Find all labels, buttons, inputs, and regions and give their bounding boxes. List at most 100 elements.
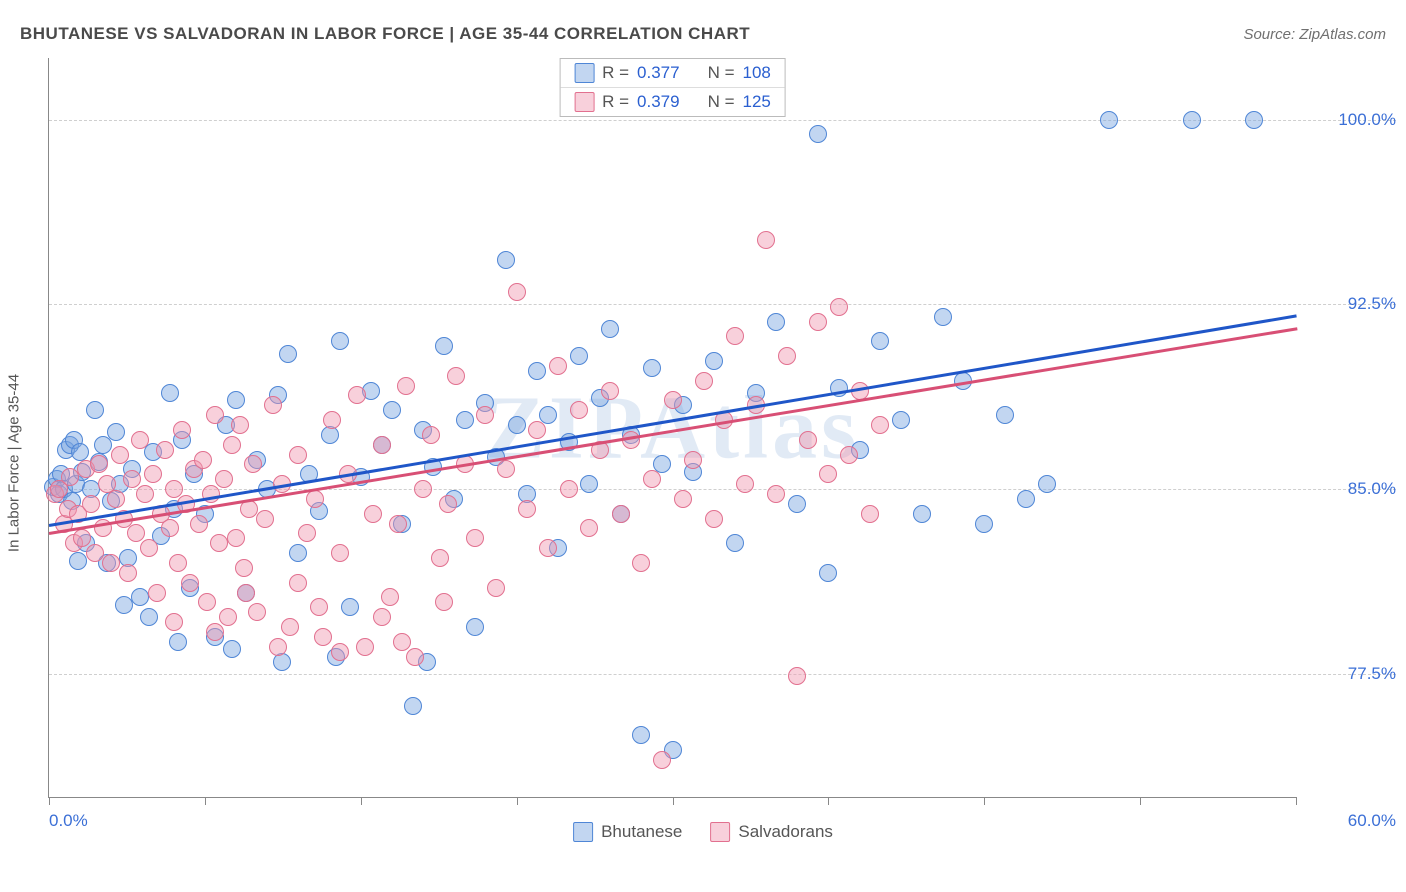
scatter-point — [235, 559, 253, 577]
scatter-point — [406, 648, 424, 666]
header: BHUTANESE VS SALVADORAN IN LABOR FORCE |… — [0, 0, 1406, 58]
scatter-point — [323, 411, 341, 429]
n-label: N = — [708, 92, 735, 112]
scatter-point — [476, 406, 494, 424]
scatter-point — [705, 510, 723, 528]
scatter-point — [279, 345, 297, 363]
x-tick — [673, 797, 674, 805]
scatter-point — [148, 584, 166, 602]
y-tick-label: 85.0% — [1306, 479, 1396, 499]
scatter-point — [1100, 111, 1118, 129]
scatter-point — [198, 593, 216, 611]
scatter-point — [310, 598, 328, 616]
scatter-point — [518, 500, 536, 518]
scatter-point — [206, 623, 224, 641]
gridline-h — [49, 304, 1396, 305]
scatter-point — [778, 347, 796, 365]
scatter-point — [248, 603, 266, 621]
scatter-point — [331, 332, 349, 350]
scatter-point — [601, 382, 619, 400]
scatter-point — [165, 613, 183, 631]
scatter-point — [439, 495, 457, 513]
scatter-point — [331, 643, 349, 661]
scatter-point — [298, 524, 316, 542]
scatter-point — [373, 608, 391, 626]
scatter-point — [190, 515, 208, 533]
scatter-point — [632, 726, 650, 744]
chart-area: In Labor Force | Age 35-44 ZIPAtlas R =0… — [0, 58, 1406, 868]
scatter-point — [206, 406, 224, 424]
scatter-point — [487, 579, 505, 597]
scatter-point — [466, 529, 484, 547]
scatter-point — [871, 332, 889, 350]
scatter-point — [819, 465, 837, 483]
series-legend: Bhutanese Salvadorans — [573, 822, 833, 842]
scatter-point — [726, 327, 744, 345]
scatter-point — [389, 515, 407, 533]
legend-label: Bhutanese — [601, 822, 682, 842]
legend-label: Salvadorans — [738, 822, 833, 842]
n-value: 125 — [743, 92, 771, 112]
scatter-point — [373, 436, 391, 454]
scatter-point — [643, 359, 661, 377]
scatter-point — [726, 534, 744, 552]
scatter-point — [422, 426, 440, 444]
correlation-legend: R =0.377N =108R =0.379N =125 — [559, 58, 786, 117]
scatter-point — [466, 618, 484, 636]
source-label: Source: ZipAtlas.com — [1243, 26, 1386, 43]
scatter-point — [736, 475, 754, 493]
r-value: 0.379 — [637, 92, 680, 112]
scatter-point — [767, 313, 785, 331]
scatter-point — [115, 596, 133, 614]
scatter-point — [281, 618, 299, 636]
scatter-point — [331, 544, 349, 562]
scatter-point — [144, 465, 162, 483]
scatter-point — [244, 455, 262, 473]
scatter-point — [215, 470, 233, 488]
scatter-point — [140, 608, 158, 626]
scatter-point — [528, 421, 546, 439]
scatter-point — [975, 515, 993, 533]
scatter-point — [871, 416, 889, 434]
scatter-point — [404, 697, 422, 715]
scatter-point — [799, 431, 817, 449]
scatter-point — [194, 451, 212, 469]
scatter-point — [156, 441, 174, 459]
legend-row: R = 0.379 N = 125 — [560, 87, 785, 116]
scatter-point — [269, 638, 287, 656]
r-label: R = — [602, 92, 629, 112]
scatter-point — [219, 608, 237, 626]
scatter-point — [127, 524, 145, 542]
x-tick — [49, 797, 50, 805]
scatter-point — [348, 386, 366, 404]
scatter-point — [684, 451, 702, 469]
scatter-point — [223, 640, 241, 658]
scatter-point — [393, 633, 411, 651]
x-tick — [205, 797, 206, 805]
scatter-point — [161, 519, 179, 537]
scatter-point — [210, 534, 228, 552]
scatter-point — [788, 495, 806, 513]
x-tick — [984, 797, 985, 805]
scatter-point — [131, 431, 149, 449]
scatter-point — [549, 357, 567, 375]
n-value: 108 — [743, 63, 771, 83]
x-min-label: 0.0% — [49, 811, 88, 831]
scatter-point — [181, 574, 199, 592]
legend-swatch — [574, 63, 594, 83]
scatter-point — [456, 411, 474, 429]
plot-region: ZIPAtlas R =0.377N =108R =0.379N =125 77… — [48, 58, 1296, 798]
scatter-point — [435, 593, 453, 611]
scatter-point — [528, 362, 546, 380]
scatter-point — [227, 391, 245, 409]
scatter-point — [1183, 111, 1201, 129]
scatter-point — [341, 598, 359, 616]
r-label: R = — [602, 63, 629, 83]
scatter-point — [497, 251, 515, 269]
scatter-point — [364, 505, 382, 523]
scatter-point — [136, 485, 154, 503]
scatter-point — [861, 505, 879, 523]
x-tick — [361, 797, 362, 805]
x-max-label: 60.0% — [1306, 811, 1396, 831]
scatter-point — [107, 423, 125, 441]
